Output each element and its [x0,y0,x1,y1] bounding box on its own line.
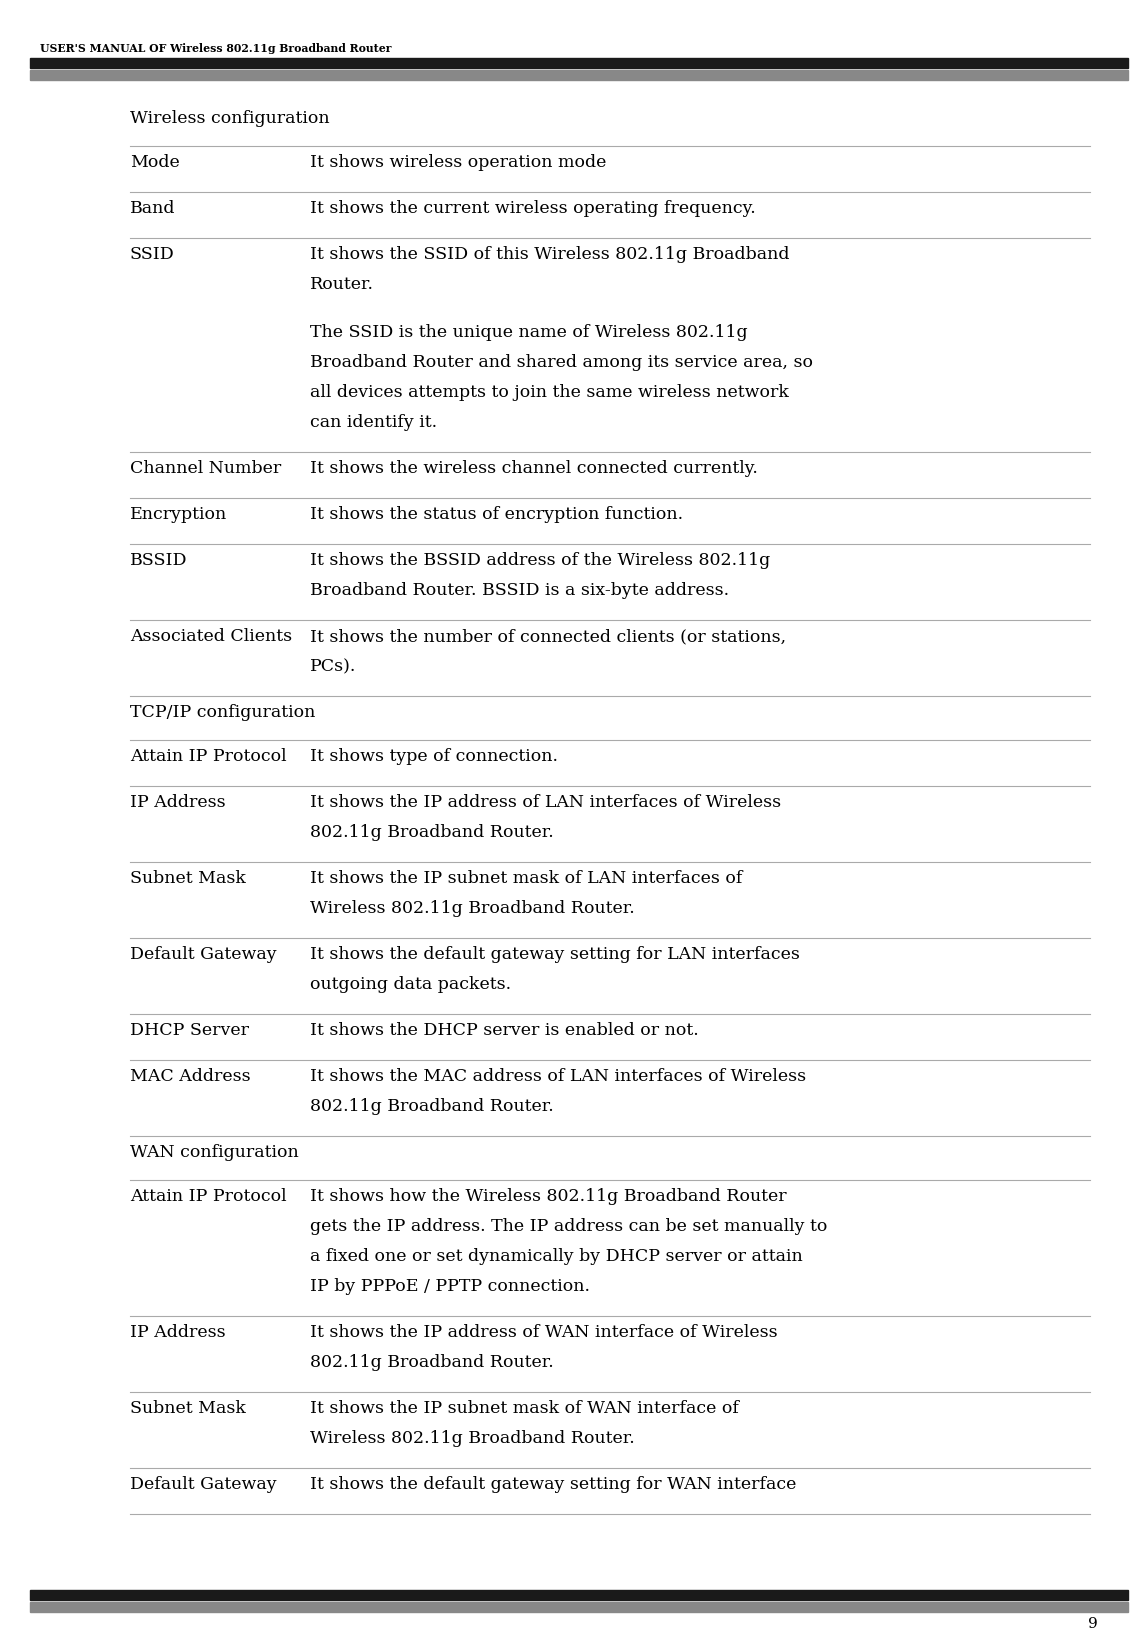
Text: It shows the number of connected clients (or stations,: It shows the number of connected clients… [310,628,786,644]
Text: IP Address: IP Address [130,1323,225,1341]
Text: Band: Band [130,200,175,216]
Text: Attain IP Protocol: Attain IP Protocol [130,1188,287,1204]
Text: TCP/IP configuration: TCP/IP configuration [130,704,315,720]
Text: It shows the status of encryption function.: It shows the status of encryption functi… [310,506,683,524]
Text: It shows type of connection.: It shows type of connection. [310,748,558,765]
Text: Subnet Mask: Subnet Mask [130,871,246,887]
Text: can identify it.: can identify it. [310,415,437,431]
Text: It shows the default gateway setting for LAN interfaces: It shows the default gateway setting for… [310,947,800,963]
Text: It shows wireless operation mode: It shows wireless operation mode [310,154,607,172]
Text: 802.11g Broadband Router.: 802.11g Broadband Router. [310,1355,554,1371]
Text: Wireless 802.11g Broadband Router.: Wireless 802.11g Broadband Router. [310,1431,635,1447]
Text: Router.: Router. [310,276,374,292]
Text: 802.11g Broadband Router.: 802.11g Broadband Router. [310,1099,554,1115]
Text: SSID: SSID [130,246,175,263]
Text: WAN configuration: WAN configuration [130,1143,299,1161]
Text: Wireless configuration: Wireless configuration [130,111,330,127]
Text: It shows the current wireless operating frequency.: It shows the current wireless operating … [310,200,756,216]
Text: Default Gateway: Default Gateway [130,947,277,963]
Text: The SSID is the unique name of Wireless 802.11g: The SSID is the unique name of Wireless … [310,324,748,340]
Text: MAC Address: MAC Address [130,1067,250,1085]
Text: outgoing data packets.: outgoing data packets. [310,976,511,993]
Text: PCs).: PCs). [310,657,356,676]
Text: DHCP Server: DHCP Server [130,1023,249,1039]
Text: a fixed one or set dynamically by DHCP server or attain: a fixed one or set dynamically by DHCP s… [310,1247,802,1265]
Text: 9: 9 [1088,1617,1098,1631]
Text: It shows the IP address of LAN interfaces of Wireless: It shows the IP address of LAN interface… [310,795,781,811]
Text: gets the IP address. The IP address can be set manually to: gets the IP address. The IP address can … [310,1218,827,1236]
Text: 802.11g Broadband Router.: 802.11g Broadband Router. [310,824,554,841]
Text: Broadband Router. BSSID is a six-byte address.: Broadband Router. BSSID is a six-byte ad… [310,582,729,600]
Text: It shows the IP address of WAN interface of Wireless: It shows the IP address of WAN interface… [310,1323,777,1341]
Bar [30,1589,1128,1601]
Text: Attain IP Protocol: Attain IP Protocol [130,748,287,765]
Text: BSSID: BSSID [130,552,188,568]
Text: It shows the default gateway setting for WAN interface: It shows the default gateway setting for… [310,1475,797,1493]
Text: It shows the MAC address of LAN interfaces of Wireless: It shows the MAC address of LAN interfac… [310,1067,806,1085]
Text: Broadband Router and shared among its service area, so: Broadband Router and shared among its se… [310,354,813,372]
Text: IP Address: IP Address [130,795,225,811]
Text: Encryption: Encryption [130,506,228,524]
Text: USER'S MANUAL OF Wireless 802.11g Broadband Router: USER'S MANUAL OF Wireless 802.11g Broadb… [40,43,391,53]
Text: Wireless 802.11g Broadband Router.: Wireless 802.11g Broadband Router. [310,900,635,917]
Text: It shows how the Wireless 802.11g Broadband Router: It shows how the Wireless 802.11g Broadb… [310,1188,786,1204]
Text: It shows the BSSID address of the Wireless 802.11g: It shows the BSSID address of the Wirele… [310,552,770,568]
Text: It shows the DHCP server is enabled or not.: It shows the DHCP server is enabled or n… [310,1023,699,1039]
Text: It shows the IP subnet mask of WAN interface of: It shows the IP subnet mask of WAN inter… [310,1399,739,1417]
Text: IP by PPPoE / PPTP connection.: IP by PPPoE / PPTP connection. [310,1279,589,1295]
Text: It shows the wireless channel connected currently.: It shows the wireless channel connected … [310,459,758,477]
Bar [30,1602,1128,1612]
Text: all devices attempts to join the same wireless network: all devices attempts to join the same wi… [310,383,789,401]
Bar [30,69,1128,79]
Text: Channel Number: Channel Number [130,459,281,477]
Bar [30,58,1128,68]
Text: Associated Clients: Associated Clients [130,628,292,644]
Text: Subnet Mask: Subnet Mask [130,1399,246,1417]
Text: Mode: Mode [130,154,180,172]
Text: It shows the IP subnet mask of LAN interfaces of: It shows the IP subnet mask of LAN inter… [310,871,742,887]
Text: Default Gateway: Default Gateway [130,1475,277,1493]
Text: It shows the SSID of this Wireless 802.11g Broadband: It shows the SSID of this Wireless 802.1… [310,246,790,263]
